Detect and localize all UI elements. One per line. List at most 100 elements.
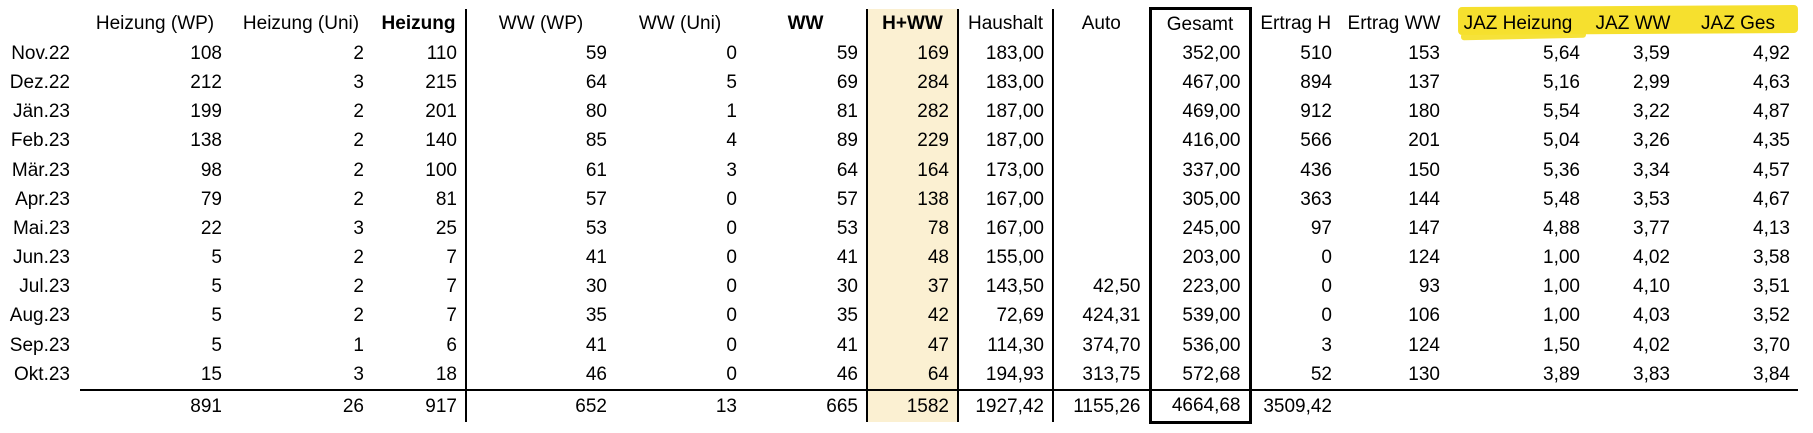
row-label[interactable]: Apr.23 [15,188,70,210]
cell-h_ww[interactable]: 282 [866,97,959,127]
cell-jaz_heizung[interactable]: 5,04 [1543,130,1580,152]
cell-jaz_ww[interactable]: 2,99 [1633,71,1670,93]
cell-ww[interactable]: 57 [836,188,858,210]
col-header-ertrag_h[interactable]: Ertrag H [1260,12,1332,34]
cell-haushalt[interactable]: 155,00 [958,243,1054,273]
cell-ertrag_ww[interactable]: 144 [1408,188,1440,210]
cell-jaz_heizung[interactable]: 5,48 [1543,188,1580,210]
cell-ww[interactable]: 30 [836,276,858,298]
cell-jaz_ges[interactable]: 4,13 [1753,217,1790,239]
cell-haushalt[interactable]: 194,93 [958,360,1054,391]
row-label[interactable]: Nov.22 [11,42,70,64]
cell-ww[interactable]: 46 [836,363,858,385]
cell-haushalt[interactable]: 187,00 [958,126,1054,156]
cell-heizung_wp[interactable]: 199 [190,101,222,123]
cell-ertrag_ww[interactable]: 153 [1408,42,1440,64]
cell-ertrag_ww[interactable]: 124 [1408,334,1440,356]
cell-heizung[interactable]: 6 [372,331,467,361]
cell-jaz_heizung[interactable]: 5,36 [1543,159,1580,181]
cell-gesamt[interactable]: 416,00 [1148,126,1252,156]
cell-auto[interactable] [1053,185,1150,214]
cell-gesamt[interactable]: 203,00 [1148,243,1252,273]
cell-auto[interactable] [1053,156,1150,185]
cell-ertrag_h[interactable]: 0 [1321,276,1332,298]
cell-h_ww[interactable]: 37 [866,272,959,302]
cell-haushalt[interactable]: 183,00 [958,39,1054,69]
cell-ww_uni[interactable]: 5 [726,71,737,93]
row-label[interactable]: Mai.23 [12,217,70,239]
row-label[interactable]: Feb.23 [10,130,70,152]
total-heizung[interactable]: 917 [372,389,467,423]
cell-ww[interactable]: 35 [836,305,858,327]
row-label[interactable]: Jul.23 [19,276,70,298]
cell-gesamt[interactable]: 536,00 [1148,331,1252,361]
cell-heizung_wp[interactable]: 5 [211,334,222,356]
cell-jaz_ges[interactable]: 3,70 [1753,334,1790,356]
cell-haushalt[interactable]: 183,00 [958,68,1054,98]
row-label[interactable]: Dez.22 [9,71,70,93]
cell-heizung_wp[interactable]: 5 [211,276,222,298]
cell-gesamt[interactable]: 539,00 [1148,301,1252,332]
cell-heizung_wp[interactable]: 22 [200,217,222,239]
cell-ertrag_h[interactable]: 912 [1300,101,1332,123]
cell-ww[interactable]: 59 [836,42,858,64]
cell-heizung_uni[interactable]: 3 [353,71,364,93]
cell-heizung[interactable]: 100 [372,155,467,186]
cell-heizung_wp[interactable]: 212 [190,71,222,93]
cell-heizung_uni[interactable]: 2 [353,188,364,210]
cell-jaz_ges[interactable]: 3,84 [1753,363,1790,385]
cell-h_ww[interactable]: 169 [866,39,959,69]
cell-auto[interactable]: 424,31 [1082,305,1141,327]
cell-h_ww[interactable]: 78 [866,214,959,244]
row-label[interactable]: Mär.23 [11,159,70,181]
cell-ww_uni[interactable]: 0 [726,334,737,356]
cell-jaz_ww[interactable]: 3,59 [1633,42,1670,64]
cell-ww_wp[interactable]: 80 [585,101,607,123]
cell-auto[interactable] [1053,244,1150,273]
cell-ww_uni[interactable]: 4 [726,130,737,152]
cell-heizung_uni[interactable]: 2 [353,42,364,64]
cell-ww_wp[interactable]: 57 [585,188,607,210]
cell-jaz_ges[interactable]: 4,67 [1753,188,1790,210]
cell-jaz_heizung[interactable]: 1,50 [1543,334,1580,356]
cell-haushalt[interactable]: 173,00 [958,155,1054,186]
cell-ertrag_ww[interactable]: 150 [1408,159,1440,181]
cell-jaz_ges[interactable]: 4,92 [1753,42,1790,64]
cell-jaz_heizung[interactable]: 5,54 [1543,101,1580,123]
cell-heizung[interactable]: 25 [372,214,467,244]
total-ww_wp[interactable]: 652 [466,389,615,423]
total-gesamt[interactable]: 4664,68 [1148,389,1252,424]
col-header-heizung_uni[interactable]: Heizung (Uni) [242,12,360,34]
cell-ertrag_ww[interactable]: 124 [1408,247,1440,269]
cell-heizung_wp[interactable]: 5 [211,247,222,269]
cell-ww_wp[interactable]: 61 [585,159,607,181]
col-header-ww_uni[interactable]: WW (Uni) [638,12,722,34]
cell-h_ww[interactable]: 47 [866,331,959,361]
cell-ww_uni[interactable]: 0 [726,276,737,298]
cell-ww[interactable]: 69 [836,71,858,93]
row-label[interactable]: Aug.23 [9,305,70,327]
col-header-h_ww[interactable]: H+WW [866,8,959,40]
cell-gesamt[interactable]: 572,68 [1148,360,1252,391]
total-month[interactable] [0,390,80,422]
cell-jaz_ww[interactable]: 4,02 [1633,334,1670,356]
cell-heizung_uni[interactable]: 2 [353,101,364,123]
cell-jaz_ww[interactable]: 3,53 [1633,188,1670,210]
cell-heizung[interactable]: 81 [372,185,467,215]
cell-heizung[interactable]: 110 [372,39,467,69]
cell-auto[interactable]: 313,75 [1082,363,1141,385]
cell-ww_uni[interactable]: 0 [726,217,737,239]
cell-heizung_wp[interactable]: 79 [200,188,222,210]
cell-heizung_uni[interactable]: 2 [353,130,364,152]
cell-ertrag_h[interactable]: 0 [1321,305,1332,327]
cell-jaz_ww[interactable]: 4,03 [1633,305,1670,327]
cell-ertrag_h[interactable]: 566 [1300,130,1332,152]
cell-ww_wp[interactable]: 59 [585,42,607,64]
cell-ertrag_h[interactable]: 436 [1300,159,1332,181]
total-heizung_uni[interactable]: 26 [230,389,372,423]
cell-ww_wp[interactable]: 35 [585,305,607,327]
cell-ertrag_ww[interactable]: 137 [1408,71,1440,93]
total-heizung_wp[interactable]: 891 [80,389,230,423]
cell-heizung[interactable]: 7 [372,301,467,332]
cell-jaz_heizung[interactable]: 4,88 [1543,217,1580,239]
